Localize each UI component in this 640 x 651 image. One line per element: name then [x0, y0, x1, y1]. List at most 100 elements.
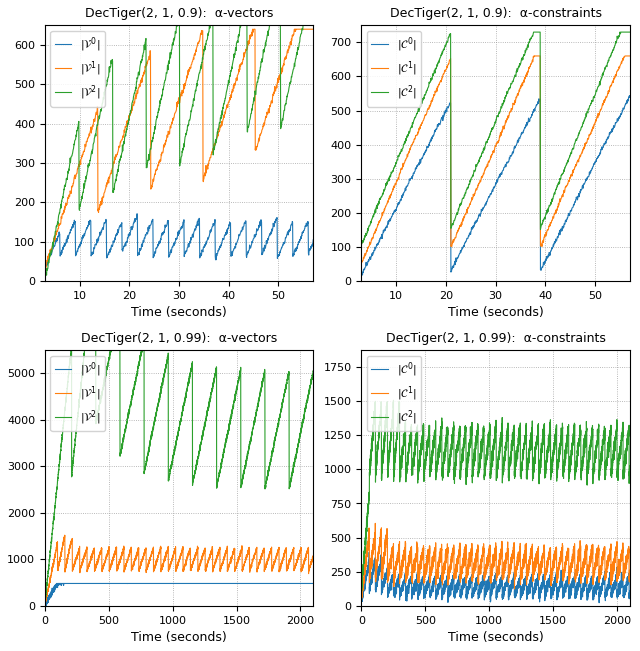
- $|\mathcal{C}^1|$: [358, 259, 365, 267]
- $|\mathcal{C}^0|$: [625, 92, 633, 100]
- $|\mathcal{V}^1|$: [232, 77, 240, 85]
- $|\mathcal{V}^1|$: [243, 46, 251, 54]
- $|\mathcal{C}^2|$: [358, 244, 365, 252]
- $|\mathcal{C}^0|$: [472, 581, 480, 589]
- X-axis label: Time (seconds): Time (seconds): [131, 631, 227, 644]
- $|\mathcal{C}^2|$: [472, 161, 480, 169]
- $|\mathcal{C}^0|$: [552, 572, 560, 579]
- Line: $|\mathcal{V}^1|$: $|\mathcal{V}^1|$: [45, 29, 313, 268]
- $|\mathcal{V}^2|$: [156, 102, 163, 109]
- $|\mathcal{V}^0|$: [41, 261, 49, 269]
- $|\mathcal{V}^1|$: [154, 554, 161, 562]
- Title: DecTiger(2, 1, 0.9):  α-vectors: DecTiger(2, 1, 0.9): α-vectors: [85, 7, 273, 20]
- X-axis label: Time (seconds): Time (seconds): [447, 306, 543, 319]
- Line: $|\mathcal{C}^0|$: $|\mathcal{C}^0|$: [362, 552, 630, 603]
- $|\mathcal{V}^2|$: [41, 602, 49, 610]
- $|\mathcal{V}^1|$: [61, 531, 68, 539]
- $|\mathcal{C}^2|$: [472, 438, 480, 446]
- $|\mathcal{C}^0|$: [485, 573, 493, 581]
- $|\mathcal{C}^0|$: [549, 243, 557, 251]
- $|\mathcal{V}^0|$: [168, 579, 176, 587]
- $|\mathcal{C}^0|$: [358, 270, 365, 278]
- $|\mathcal{V}^1|$: [111, 154, 118, 162]
- Legend: $|\mathcal{C}^0|$, $|\mathcal{C}^1|$, $|\mathcal{C}^2|$: $|\mathcal{C}^0|$, $|\mathcal{C}^1|$, $|…: [367, 31, 421, 107]
- $|\mathcal{V}^2|$: [81, 342, 89, 350]
- $|\mathcal{C}^0|$: [428, 136, 435, 144]
- $|\mathcal{V}^2|$: [173, 21, 181, 29]
- Legend: $|\mathcal{V}^0|$, $|\mathcal{V}^1|$, $|\mathcal{V}^2|$: $|\mathcal{V}^0|$, $|\mathcal{V}^1|$, $|…: [51, 355, 105, 432]
- $|\mathcal{V}^2|$: [156, 395, 164, 402]
- $|\mathcal{V}^1|$: [70, 174, 78, 182]
- $|\mathcal{V}^0|$: [288, 579, 296, 587]
- $|\mathcal{V}^2|$: [154, 403, 161, 411]
- $|\mathcal{C}^1|$: [470, 563, 478, 571]
- $|\mathcal{C}^1|$: [626, 52, 634, 60]
- X-axis label: Time (seconds): Time (seconds): [447, 631, 543, 644]
- $|\mathcal{C}^2|$: [390, 396, 397, 404]
- $|\mathcal{C}^1|$: [358, 600, 365, 607]
- $|\mathcal{V}^2|$: [111, 180, 118, 187]
- $|\mathcal{V}^0|$: [41, 602, 49, 609]
- $|\mathcal{V}^0|$: [133, 210, 141, 217]
- $|\mathcal{V}^2|$: [301, 407, 309, 415]
- $|\mathcal{V}^1|$: [156, 157, 163, 165]
- Line: $|\mathcal{V}^1|$: $|\mathcal{V}^1|$: [45, 535, 313, 605]
- Line: $|\mathcal{C}^1|$: $|\mathcal{C}^1|$: [362, 523, 630, 603]
- $|\mathcal{C}^2|$: [626, 462, 634, 470]
- $|\mathcal{C}^1|$: [472, 186, 480, 194]
- $|\mathcal{C}^2|$: [589, 94, 597, 102]
- $|\mathcal{C}^2|$: [549, 195, 557, 203]
- $|\mathcal{C}^1|$: [626, 572, 634, 580]
- Legend: $|\mathcal{V}^0|$, $|\mathcal{V}^1|$, $|\mathcal{V}^2|$: $|\mathcal{V}^0|$, $|\mathcal{V}^1|$, $|…: [51, 31, 105, 107]
- $|\mathcal{V}^0|$: [41, 263, 49, 271]
- $|\mathcal{C}^2|$: [552, 426, 560, 434]
- $|\mathcal{C}^2|$: [560, 166, 568, 174]
- $|\mathcal{C}^1|$: [472, 553, 480, 561]
- $|\mathcal{V}^0|$: [70, 216, 78, 224]
- $|\mathcal{C}^2|$: [387, 173, 394, 180]
- Title: DecTiger(2, 1, 0.9):  α-constraints: DecTiger(2, 1, 0.9): α-constraints: [390, 7, 602, 20]
- $|\mathcal{V}^0|$: [232, 240, 240, 248]
- $|\mathcal{V}^2|$: [288, 472, 296, 480]
- $|\mathcal{C}^0|$: [472, 219, 480, 227]
- Line: $|\mathcal{V}^0|$: $|\mathcal{V}^0|$: [45, 583, 313, 605]
- $|\mathcal{C}^0|$: [365, 548, 373, 556]
- $|\mathcal{V}^2|$: [168, 456, 176, 464]
- $|\mathcal{V}^2|$: [70, 140, 78, 148]
- $|\mathcal{C}^2|$: [485, 443, 493, 451]
- $|\mathcal{C}^2|$: [358, 592, 365, 600]
- $|\mathcal{C}^0|$: [604, 583, 612, 590]
- $|\mathcal{C}^2|$: [530, 28, 538, 36]
- $|\mathcal{V}^1|$: [168, 553, 176, 561]
- $|\mathcal{V}^1|$: [236, 551, 244, 559]
- $|\mathcal{V}^2|$: [309, 367, 317, 375]
- Line: $|\mathcal{C}^2|$: $|\mathcal{C}^2|$: [362, 32, 630, 248]
- $|\mathcal{C}^0|$: [589, 162, 597, 170]
- $|\mathcal{C}^1|$: [589, 122, 597, 130]
- $|\mathcal{C}^0|$: [626, 93, 634, 101]
- $|\mathcal{V}^0|$: [309, 579, 317, 587]
- $|\mathcal{C}^0|$: [470, 590, 478, 598]
- $|\mathcal{V}^1|$: [273, 84, 280, 92]
- Line: $|\mathcal{C}^0|$: $|\mathcal{C}^0|$: [362, 96, 630, 275]
- $|\mathcal{C}^0|$: [618, 577, 625, 585]
- Line: $|\mathcal{V}^0|$: $|\mathcal{V}^0|$: [45, 214, 313, 267]
- $|\mathcal{C}^0|$: [626, 587, 634, 594]
- $|\mathcal{C}^0|$: [595, 599, 603, 607]
- $|\mathcal{C}^1|$: [428, 97, 435, 105]
- $|\mathcal{V}^1|$: [156, 548, 164, 556]
- $|\mathcal{V}^2|$: [41, 275, 49, 283]
- Line: $|\mathcal{C}^2|$: $|\mathcal{C}^2|$: [362, 400, 630, 596]
- $|\mathcal{V}^0|$: [236, 579, 244, 587]
- Title: DecTiger(2, 1, 0.99):  α-constraints: DecTiger(2, 1, 0.99): α-constraints: [385, 332, 605, 345]
- $|\mathcal{C}^0|$: [358, 598, 365, 606]
- $|\mathcal{C}^1|$: [604, 551, 612, 559]
- $|\mathcal{C}^0|$: [560, 223, 568, 231]
- $|\mathcal{C}^1|$: [371, 519, 379, 527]
- $|\mathcal{C}^1|$: [485, 549, 493, 557]
- $|\mathcal{C}^1|$: [387, 190, 394, 198]
- $|\mathcal{C}^2|$: [470, 452, 478, 460]
- $|\mathcal{C}^1|$: [560, 189, 568, 197]
- $|\mathcal{V}^0|$: [309, 236, 317, 243]
- $|\mathcal{V}^0|$: [52, 579, 60, 587]
